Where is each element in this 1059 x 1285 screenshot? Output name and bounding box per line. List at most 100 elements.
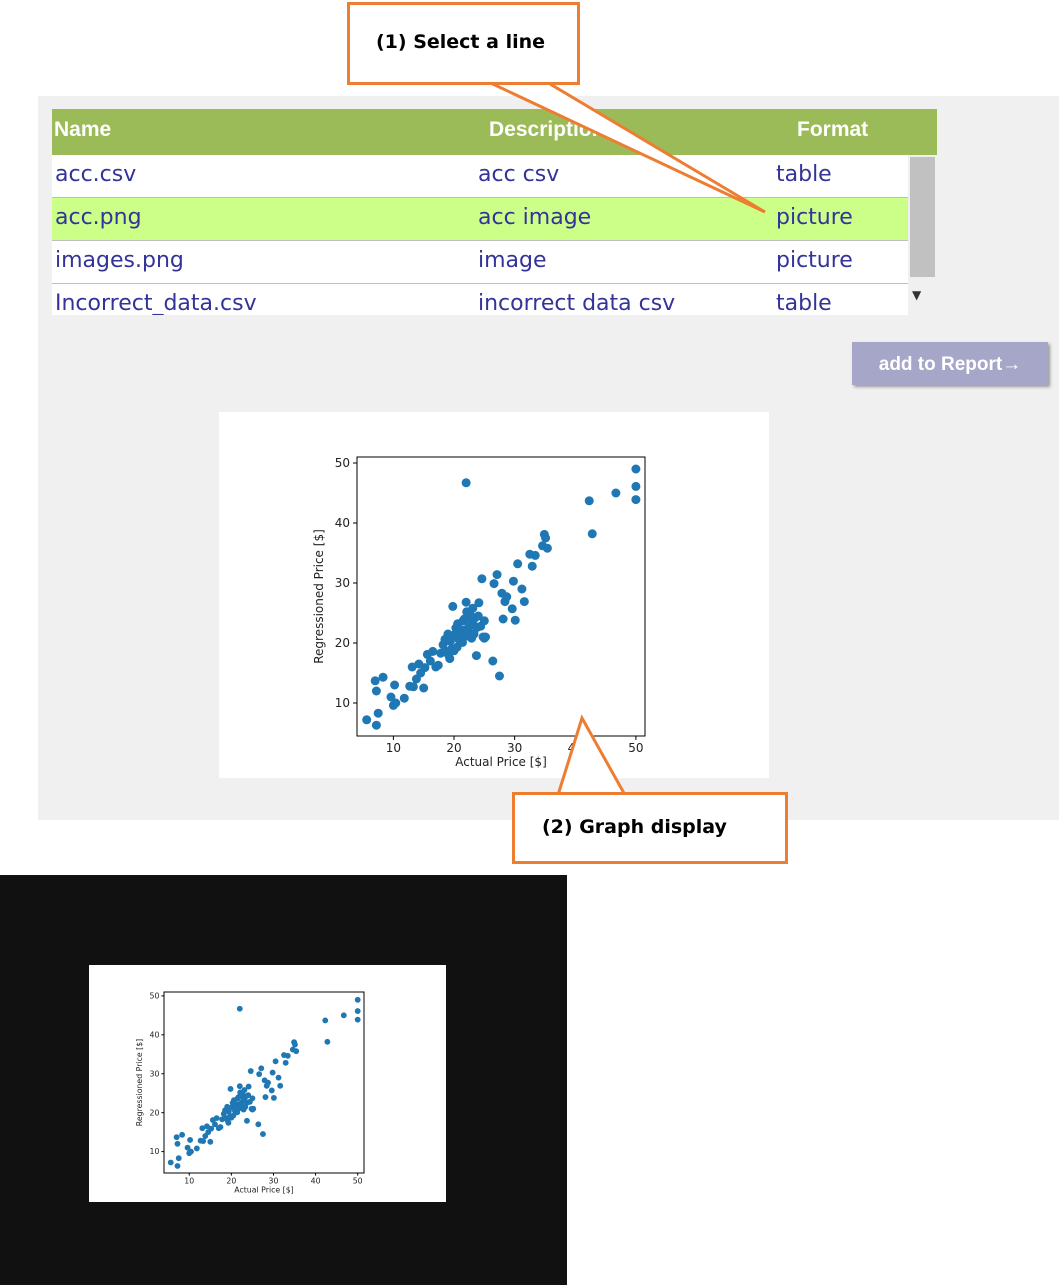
data-point	[217, 1124, 224, 1130]
data-point	[473, 611, 483, 621]
table-row[interactable]: Incorrect_data.csv incorrect data csv ta…	[52, 284, 908, 315]
data-point	[272, 1058, 279, 1065]
data-point	[391, 698, 401, 708]
y-tick-label: 40	[335, 516, 350, 530]
data-point	[255, 1121, 262, 1128]
data-point	[245, 1092, 252, 1099]
data-point	[611, 488, 621, 498]
x-tick-label: 50	[353, 1176, 363, 1185]
data-point	[428, 646, 438, 656]
data-point	[433, 660, 443, 670]
plot-area	[356, 456, 646, 737]
add-to-report-button[interactable]: add to Report→	[852, 342, 1048, 385]
data-point	[322, 1017, 329, 1024]
data-point	[494, 671, 504, 681]
data-point	[370, 676, 380, 686]
cell-name: Incorrect_data.csv	[55, 291, 257, 315]
data-point	[510, 615, 520, 625]
cell-description: acc image	[478, 205, 592, 230]
y-axis-label: Regressioned Price [$]	[312, 529, 326, 664]
data-point	[275, 1074, 282, 1081]
data-point	[174, 1163, 181, 1169]
x-tick-label: 20	[446, 741, 461, 755]
callout1-pointer	[479, 76, 766, 214]
y-tick-label: 50	[150, 991, 160, 1000]
cell-format: table	[776, 291, 832, 315]
data-point	[292, 1041, 298, 1048]
data-point	[513, 559, 523, 569]
data-point	[262, 1094, 269, 1101]
table-row[interactable]: images.png image picture	[52, 241, 908, 284]
scrollbar-thumb[interactable]	[910, 157, 935, 277]
data-point	[354, 1008, 361, 1014]
data-point	[390, 680, 400, 690]
data-point	[530, 550, 540, 560]
data-point	[479, 616, 489, 626]
data-point	[461, 597, 471, 607]
data-point	[282, 1059, 289, 1066]
col-header-format[interactable]: Format	[797, 118, 869, 141]
data-point	[419, 683, 429, 693]
callout-text: (1) Select a line	[376, 31, 546, 53]
data-point	[324, 1038, 331, 1045]
col-header-name[interactable]: Name	[54, 118, 112, 141]
data-point	[244, 1117, 250, 1124]
data-point	[277, 1082, 284, 1089]
data-point	[354, 996, 361, 1003]
x-axis-label: Actual Price [$]	[234, 1186, 293, 1195]
data-point	[245, 1083, 252, 1090]
data-point	[362, 715, 372, 725]
table-row-selected[interactable]: acc.png acc image picture	[52, 198, 908, 241]
data-point	[508, 576, 518, 586]
data-point	[477, 574, 487, 584]
y-tick-label: 50	[335, 456, 350, 470]
x-tick-label: 10	[184, 1176, 194, 1185]
y-tick-label: 20	[150, 1108, 160, 1117]
data-point	[167, 1159, 174, 1166]
data-point	[225, 1119, 232, 1126]
data-point	[224, 1103, 231, 1110]
cell-description: incorrect data csv	[478, 291, 676, 315]
callout-graph-display: (2) Graph display	[512, 792, 788, 864]
y-tick-label: 30	[335, 576, 350, 590]
data-point	[542, 543, 552, 553]
data-point	[386, 692, 396, 702]
data-point	[199, 1125, 206, 1132]
data-point	[498, 614, 508, 624]
data-point	[293, 1048, 300, 1055]
scroll-down-arrow-icon[interactable]: ▼	[912, 288, 922, 302]
callout2-pointer	[555, 714, 628, 797]
data-point	[175, 1155, 182, 1162]
data-point	[265, 1079, 271, 1086]
data-point	[481, 632, 491, 642]
data-point	[236, 1005, 243, 1012]
data-point	[519, 597, 529, 607]
y-tick-label: 40	[150, 1030, 160, 1039]
callout-select-line: (1) Select a line	[347, 2, 580, 85]
data-point	[541, 533, 551, 543]
x-tick-label: 50	[628, 741, 643, 755]
data-point	[425, 656, 435, 666]
y-tick-label: 20	[335, 636, 350, 650]
table-row[interactable]: acc.csv acc csv table	[52, 155, 908, 198]
data-point	[448, 601, 458, 611]
data-point	[408, 682, 418, 692]
x-tick-label: 10	[386, 741, 401, 755]
cell-format: picture	[776, 205, 853, 230]
data-point	[378, 672, 388, 682]
y-tick-label: 10	[150, 1147, 160, 1156]
data-point	[507, 604, 517, 614]
data-point	[584, 496, 594, 506]
data-point	[631, 481, 641, 491]
data-point	[213, 1115, 220, 1122]
data-point	[173, 1134, 180, 1141]
graph-preview: 10 20 30 40 50 10 20 30 40 50 Actual Price [$] Regr…	[89, 965, 446, 1202]
files-table: Name Description Format acc.csv acc csv …	[52, 109, 937, 315]
data-point	[184, 1144, 191, 1151]
data-point	[371, 720, 381, 730]
data-point	[468, 603, 478, 613]
callout-text: (2) Graph display	[542, 816, 727, 838]
cell-description: image	[478, 248, 547, 273]
